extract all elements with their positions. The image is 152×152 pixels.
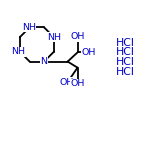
Text: HCl: HCl: [116, 38, 134, 48]
Text: NH: NH: [47, 33, 61, 42]
Text: HCl: HCl: [116, 57, 134, 67]
Text: NH: NH: [22, 23, 36, 32]
Text: N: N: [41, 57, 48, 66]
Text: HCl: HCl: [116, 47, 134, 57]
Text: OH: OH: [59, 78, 74, 87]
Text: OH: OH: [81, 48, 96, 57]
Text: HCl: HCl: [116, 67, 134, 77]
Text: NH: NH: [11, 47, 25, 56]
Text: OH: OH: [70, 32, 85, 41]
Text: OH: OH: [70, 79, 85, 88]
